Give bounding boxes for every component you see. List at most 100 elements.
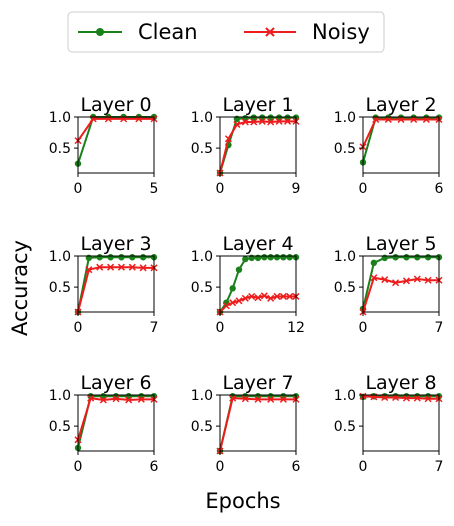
y-tick-label: 1.0 [334, 388, 356, 404]
x-tick-label: 0 [359, 181, 368, 197]
data-point-noisy [284, 117, 292, 125]
x-tick-label: 0 [216, 320, 225, 336]
data-point-noisy [258, 117, 266, 125]
data-point-noisy [139, 264, 147, 272]
y-tick-label: 0.5 [334, 141, 356, 157]
series-line-clean [77, 256, 154, 313]
data-point-clean [229, 285, 236, 292]
data-point-noisy [233, 120, 241, 128]
data-point-noisy [402, 394, 410, 402]
series-line-noisy [77, 397, 154, 441]
series-line-noisy [362, 118, 439, 148]
data-point-clean [96, 254, 103, 261]
subplot-title: Layer 4 [222, 233, 293, 255]
data-point-clean [250, 114, 257, 121]
subplot-8: Layer 8 0.5 1.0 0 7 [334, 372, 444, 475]
series-line-noisy [219, 120, 296, 174]
data-point-clean [424, 254, 432, 261]
subplot-5: Layer 5 0.5 1.0 0 7 [334, 233, 444, 336]
data-point-noisy [224, 135, 232, 143]
data-point-clean [286, 254, 293, 261]
data-point-clean [118, 254, 125, 261]
data-point-noisy [125, 396, 133, 404]
subplot-title: Layer 0 [80, 94, 151, 116]
x-tick-label: 7 [150, 320, 159, 336]
x-tick-label: 6 [150, 459, 159, 475]
x-tick-label: 6 [435, 181, 444, 197]
data-point-clean [235, 266, 243, 273]
y-tick-label: 1.0 [49, 110, 71, 126]
data-point-noisy [241, 395, 249, 403]
subplot-frame [219, 116, 297, 174]
data-point-noisy [117, 263, 125, 271]
data-point-clean [129, 254, 136, 261]
data-point-noisy [137, 395, 145, 403]
series-line-noisy [362, 276, 439, 313]
data-point-noisy [254, 395, 262, 403]
data-point-noisy [229, 299, 237, 307]
data-point-noisy [413, 275, 421, 283]
data-point-clean [370, 259, 378, 267]
data-point-clean [267, 114, 274, 121]
data-point-noisy [275, 117, 283, 125]
data-point-noisy [392, 279, 400, 287]
x-tick-label: 7 [435, 320, 444, 336]
data-point-noisy [267, 294, 275, 302]
data-point-noisy [267, 395, 275, 403]
subplot-frame [219, 394, 297, 452]
subplot-6: Layer 6 0.5 1.0 0 6 [49, 372, 159, 475]
data-point-noisy [279, 292, 287, 300]
subplot-grid: Layer 0 0.5 1.0 0 5 Layer 1 0.5 1.0 0 9 Layer 2 0.5… [49, 94, 444, 475]
data-point-clean [280, 254, 287, 261]
data-point-noisy [260, 292, 268, 300]
subplot-title: Layer 3 [80, 233, 151, 255]
x-tick-label: 0 [216, 459, 225, 475]
legend-label-noisy: Noisy [312, 20, 370, 44]
y-tick-label: 1.0 [334, 110, 356, 126]
y-tick-label: 0.5 [49, 280, 71, 296]
y-tick-label: 1.0 [191, 388, 213, 404]
data-point-noisy [85, 266, 93, 274]
data-point-noisy [267, 118, 275, 126]
data-point-noisy [128, 263, 136, 271]
subplot-frame [77, 394, 155, 452]
legend-label-clean: Clean [138, 20, 198, 44]
x-tick-label: 5 [150, 181, 159, 197]
x-tick-label: 0 [216, 181, 225, 197]
series-line-noisy [362, 395, 439, 400]
subplot-frame [77, 255, 155, 313]
y-tick-label: 1.0 [334, 249, 356, 265]
subplot-title: Layer 2 [365, 94, 436, 116]
y-tick-label: 1.0 [49, 249, 71, 265]
data-point-noisy [112, 395, 120, 403]
x-tick-label: 9 [292, 181, 301, 197]
y-tick-label: 0.5 [191, 419, 213, 435]
subplot-frame [219, 255, 297, 313]
data-point-clean [392, 254, 399, 261]
data-point-noisy [250, 118, 258, 126]
data-point-noisy [254, 294, 262, 302]
y-tick-label: 0.5 [334, 419, 356, 435]
data-point-clean [273, 254, 281, 261]
subplot-frame [362, 255, 440, 313]
y-tick-label: 0.5 [334, 280, 356, 296]
data-point-clean [267, 254, 274, 261]
subplot-frame [77, 116, 155, 174]
data-point-noisy [87, 394, 95, 402]
subplot-3: Layer 3 0.5 1.0 0 7 [49, 233, 159, 336]
subplot-7: Layer 7 0.5 1.0 0 6 [191, 372, 301, 475]
data-point-noisy [286, 292, 294, 300]
y-tick-label: 0.5 [49, 419, 71, 435]
y-tick-label: 1.0 [191, 249, 213, 265]
data-point-noisy [402, 277, 410, 285]
data-point-clean [139, 254, 147, 261]
y-tick-label: 1.0 [49, 388, 71, 404]
series-line-noisy [77, 117, 154, 142]
subplot-4: Layer 4 0.5 1.0 0 12 [191, 233, 305, 336]
data-point-noisy [424, 395, 432, 403]
x-tick-label: 0 [359, 320, 368, 336]
data-point-noisy [248, 292, 256, 300]
data-point-noisy [279, 395, 287, 403]
data-point-noisy [96, 263, 104, 271]
